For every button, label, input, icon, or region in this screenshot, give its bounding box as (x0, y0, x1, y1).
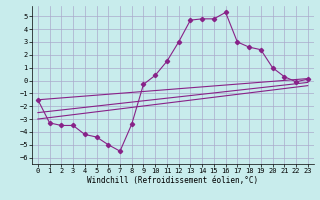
X-axis label: Windchill (Refroidissement éolien,°C): Windchill (Refroidissement éolien,°C) (87, 176, 258, 185)
